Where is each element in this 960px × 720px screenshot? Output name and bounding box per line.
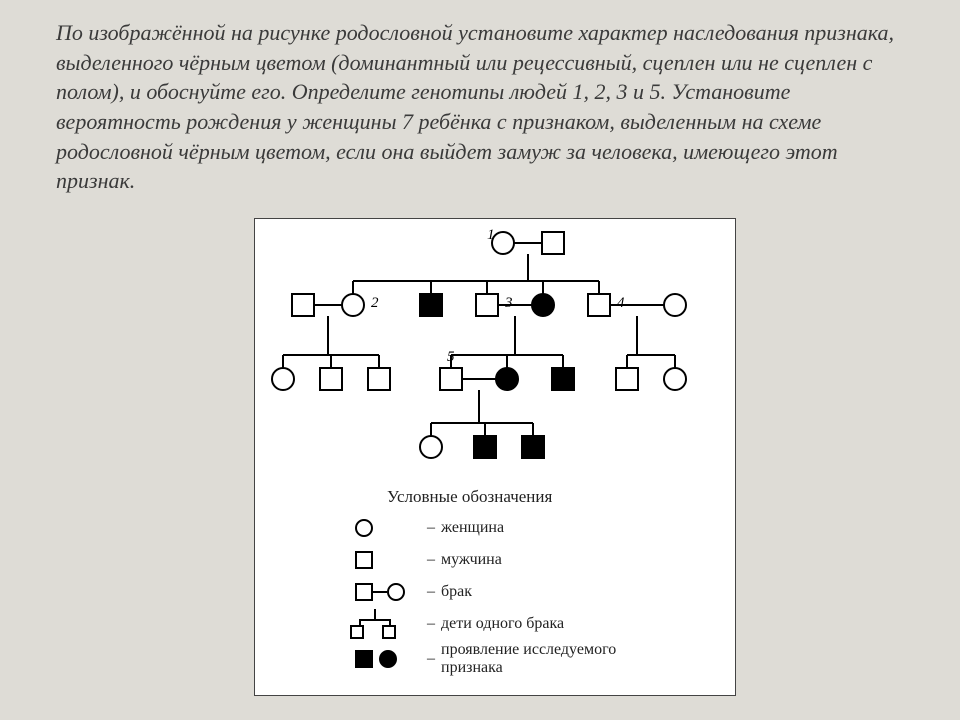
legend-row-children: – дети одного брака — [347, 609, 677, 639]
legend-label: брак — [441, 583, 677, 601]
square-icon — [355, 551, 373, 569]
legend-row-affected: – проявление исследуемого признака — [347, 641, 677, 677]
legend-row-female: – женщина — [347, 513, 677, 543]
svg-text:2: 2 — [371, 295, 379, 311]
filled-square-icon — [355, 650, 373, 668]
svg-text:1: 1 — [487, 227, 495, 243]
legend-row-couple: – брак — [347, 577, 677, 607]
filled-circle-icon — [379, 650, 397, 668]
legend-label: дети одного брака — [441, 615, 677, 633]
circle-icon — [355, 519, 373, 537]
legend-label: женщина — [441, 519, 677, 537]
legend-label: мужчина — [441, 551, 677, 569]
legend: Условные обозначения – женщина – мужчина… — [347, 487, 677, 679]
svg-text:4: 4 — [617, 295, 625, 311]
legend-label: проявление исследуемого признака — [441, 641, 677, 677]
pedigree-panel: 1 2 3 4 5 Условные обозначения – женщина – м… — [254, 218, 736, 696]
children-icon — [355, 609, 395, 639]
svg-text:5: 5 — [447, 349, 455, 365]
couple-icon — [355, 583, 405, 601]
legend-row-male: – мужчина — [347, 545, 677, 575]
svg-text:3: 3 — [504, 295, 513, 311]
legend-title: Условные обозначения — [387, 487, 677, 507]
task-text: По изображённой на рисунке родословной у… — [0, 0, 960, 206]
